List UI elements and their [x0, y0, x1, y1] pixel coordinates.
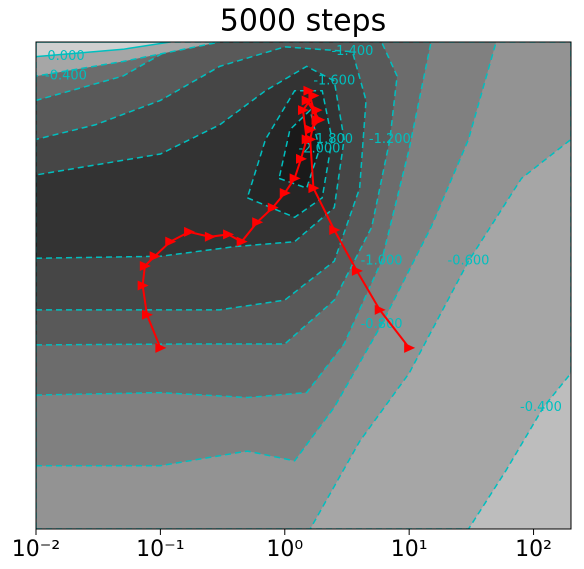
- trajectory-marker: [165, 236, 177, 247]
- contour-label: -1.000: [361, 254, 403, 269]
- trajectory-marker: [329, 224, 341, 235]
- x-tick-label: 10¹: [391, 537, 428, 562]
- plot-frame: [35, 41, 572, 530]
- trajectory-marker: [139, 261, 151, 272]
- contour-label: 0.000: [47, 49, 84, 64]
- x-tick-label: 10²: [515, 537, 552, 562]
- trajectory-marker: [308, 183, 320, 194]
- trajectory-marker: [308, 90, 320, 101]
- x-tick-label: 10⁻¹: [136, 537, 184, 562]
- trajectory-marker: [351, 265, 363, 276]
- contour-label: -1.200: [369, 132, 411, 147]
- trajectory-marker: [223, 229, 235, 240]
- trajectory-marker: [236, 236, 248, 247]
- contour-label: -0.400: [520, 400, 562, 415]
- trajectory-marker: [295, 153, 307, 164]
- trajectory-marker: [204, 231, 216, 242]
- trajectory-marker: [267, 202, 279, 213]
- x-tick-label: 10⁰: [266, 537, 303, 562]
- trajectory-marker: [301, 95, 313, 106]
- contour-label: -0.400: [45, 69, 87, 84]
- trajectory-marker: [305, 124, 317, 135]
- trajectory-marker: [155, 342, 167, 353]
- contour-label: -1.800: [311, 132, 353, 147]
- contour-label: -2.000: [298, 142, 340, 157]
- trajectory-marker: [374, 304, 386, 315]
- trajectory-marker: [404, 342, 416, 353]
- trajectory-marker: [279, 187, 291, 198]
- trajectory-marker: [137, 280, 149, 291]
- trajectory-marker: [289, 173, 301, 184]
- chart-title: 5000 steps: [220, 4, 386, 39]
- contour-region: [36, 65, 345, 259]
- trajectory-marker: [303, 85, 315, 96]
- trajectory-marker: [184, 226, 196, 237]
- contour-label: -0.800: [361, 317, 403, 332]
- trajectory-marker: [149, 251, 161, 262]
- trajectory-marker: [301, 134, 313, 145]
- contour-label: -0.600: [448, 254, 490, 269]
- plot-area: -0.400 -0.600 -0.800 -1.000 -1.200 -1.400 -1.6…: [36, 42, 571, 529]
- x-tick-label: 10⁻²: [12, 537, 60, 562]
- contour-label: -1.600: [313, 73, 355, 88]
- contour-region: [36, 42, 171, 58]
- trajectory-marker: [311, 114, 323, 125]
- trajectory-marker: [252, 217, 264, 228]
- trajectory-marker: [141, 309, 153, 320]
- contour-label: -1.400: [331, 44, 373, 59]
- trajectory-marker: [297, 105, 309, 116]
